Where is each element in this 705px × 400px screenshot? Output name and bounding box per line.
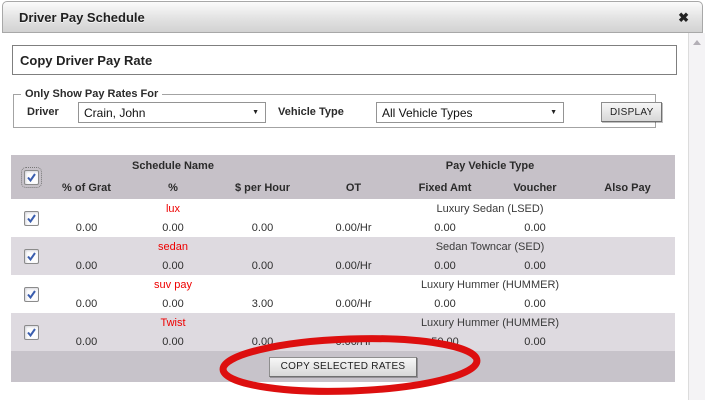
copy-selected-rates-button[interactable]: COPY SELECTED RATES <box>268 356 418 377</box>
filter-legend: Only Show Pay Rates For <box>25 88 159 100</box>
check-icon <box>27 289 36 299</box>
table-group-header-row: Schedule Name Pay Vehicle Type <box>11 155 675 188</box>
dialog-titlebar: Driver Pay Schedule ✖ <box>2 1 703 33</box>
schedule-name: lux <box>165 202 181 215</box>
check-icon <box>27 213 36 223</box>
also-pay-value <box>580 256 675 275</box>
table-row-values: 0.00 0.00 0.00 0.00/Hr 0.00 0.00 <box>11 218 675 237</box>
vehicle-type: Luxury Hummer (HUMMER) <box>420 278 560 291</box>
table-row-values: 0.00 0.00 3.00 0.00/Hr 0.00 0.00 <box>11 294 675 313</box>
table-row: lux Luxury Sedan (LSED) <box>11 199 675 226</box>
col-header-pct-of-grat: % of Grat <box>62 182 111 194</box>
schedule-name: Twist <box>160 316 186 329</box>
vehicle-type: Luxury Hummer (HUMMER) <box>420 316 560 329</box>
pct-value: 0.00 <box>162 335 184 348</box>
voucher-value: 0.00 <box>524 335 546 348</box>
row-checkbox[interactable] <box>24 248 39 264</box>
vehicle-type-label: Vehicle Type <box>278 106 344 118</box>
select-all-checkbox[interactable] <box>21 166 42 188</box>
col-header-voucher: Voucher <box>513 182 557 194</box>
schedule-name: suv pay <box>154 278 192 291</box>
header-checkbox-cell <box>11 155 45 199</box>
col-header-ot: OT <box>345 182 362 194</box>
voucher-value: 0.00 <box>524 259 546 272</box>
also-pay-value <box>580 332 675 351</box>
driver-select[interactable]: Crain, John ▼ <box>78 102 266 123</box>
row-checkbox[interactable] <box>24 324 39 340</box>
schedule-name-group-header: Schedule Name <box>132 160 214 172</box>
fixed-amt-value: 0.00 <box>434 221 456 234</box>
ot-value: 0.00/Hr <box>335 221 372 234</box>
per-hour-value: 0.00 <box>251 335 274 348</box>
fixed-amt-value: 50.00 <box>431 335 459 348</box>
driver-label: Driver <box>27 106 59 118</box>
col-header-fixed-amt: Fixed Amt <box>418 182 472 194</box>
pct-of-grat-value: 0.00 <box>75 221 98 234</box>
vehicle-type: Sedan Towncar (SED) <box>435 240 545 253</box>
table-row-values: 0.00 0.00 0.00 0.00/Hr 50.00 0.00 <box>11 332 675 351</box>
table-row: sedan Sedan Towncar (SED) <box>11 237 675 264</box>
col-header-also-pay: Also Pay <box>604 182 651 194</box>
schedule-name: sedan <box>158 240 188 253</box>
table-footer-bar: COPY SELECTED RATES <box>11 351 675 382</box>
table-column-header-row: % of Grat % $ per Hour OT Fixed Amt Vouc… <box>11 177 675 199</box>
page-heading-label: Copy Driver Pay Rate <box>20 52 153 68</box>
ot-value: 0.00/Hr <box>335 259 372 272</box>
check-icon <box>27 172 36 182</box>
page-heading: Copy Driver Pay Rate <box>12 45 677 75</box>
check-icon <box>27 251 36 261</box>
filter-fieldset: Only Show Pay Rates For Driver Crain, Jo… <box>13 88 662 130</box>
pct-value: 0.00 <box>162 221 184 234</box>
per-hour-value: 3.00 <box>251 297 274 310</box>
row-checkbox[interactable] <box>24 210 39 226</box>
vehicle-type-select-value: All Vehicle Types <box>382 105 473 120</box>
pct-of-grat-value: 0.00 <box>75 297 98 310</box>
pct-value: 0.00 <box>162 259 184 272</box>
fixed-amt-value: 0.00 <box>434 297 456 310</box>
vertical-scrollbar[interactable] <box>688 33 705 400</box>
col-header-pct: % <box>168 182 178 194</box>
vehicle-type-select[interactable]: All Vehicle Types ▼ <box>376 102 564 123</box>
also-pay-value <box>580 218 675 237</box>
voucher-value: 0.00 <box>524 297 546 310</box>
filter-row: Driver Crain, John ▼ Vehicle Type All Ve… <box>14 100 662 130</box>
chevron-down-icon: ▼ <box>252 109 259 116</box>
per-hour-value: 0.00 <box>251 221 274 234</box>
pct-of-grat-value: 0.00 <box>75 335 98 348</box>
pct-of-grat-value: 0.00 <box>75 259 98 272</box>
pay-rates-table: Schedule Name Pay Vehicle Type % of Grat… <box>11 155 675 351</box>
pay-vehicle-type-group-header: Pay Vehicle Type <box>445 160 535 172</box>
close-icon[interactable]: ✖ <box>678 9 689 25</box>
voucher-value: 0.00 <box>524 221 546 234</box>
table-row: suv pay Luxury Hummer (HUMMER) <box>11 275 675 302</box>
scroll-up-icon[interactable] <box>693 40 701 45</box>
also-pay-value <box>580 294 675 313</box>
dialog-title: Driver Pay Schedule <box>19 9 145 25</box>
row-checkbox[interactable] <box>24 286 39 302</box>
table-row-values: 0.00 0.00 0.00 0.00/Hr 0.00 0.00 <box>11 256 675 275</box>
col-header-per-hour: $ per Hour <box>234 182 290 194</box>
fixed-amt-value: 0.00 <box>434 259 456 272</box>
ot-value: 0.00/Hr <box>335 335 372 348</box>
ot-value: 0.00/Hr <box>335 297 372 310</box>
per-hour-value: 0.00 <box>251 259 274 272</box>
display-button[interactable]: DISPLAY <box>601 102 662 122</box>
chevron-down-icon: ▼ <box>550 109 557 116</box>
driver-select-value: Crain, John <box>84 105 146 120</box>
pct-value: 0.00 <box>162 297 184 310</box>
table-row: Twist Luxury Hummer (HUMMER) <box>11 313 675 340</box>
check-icon <box>27 327 36 337</box>
vehicle-type: Luxury Sedan (LSED) <box>436 202 544 215</box>
